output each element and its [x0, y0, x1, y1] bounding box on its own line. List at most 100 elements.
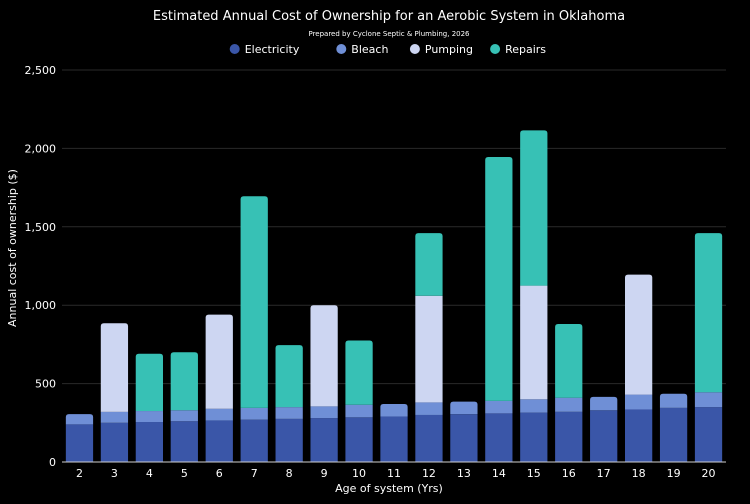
bar-pumping-15 — [520, 285, 548, 400]
bar-bleach-2 — [65, 414, 94, 425]
x-tick-label: 19 — [667, 467, 681, 480]
bar-repairs-4 — [135, 353, 163, 412]
bar-repairs-10 — [345, 340, 373, 405]
bar-electricity-14 — [485, 413, 513, 462]
x-tick-label: 18 — [632, 467, 646, 480]
bar-electricity-11 — [380, 416, 408, 462]
bar-electricity-12 — [415, 414, 443, 462]
grid-lines — [62, 69, 726, 385]
bars — [65, 130, 723, 462]
x-tick-label: 9 — [321, 467, 328, 480]
bar-bleach-18 — [625, 394, 653, 410]
bar-bleach-14 — [485, 400, 513, 414]
bar-repairs-16 — [555, 324, 583, 398]
bar-pumping-6 — [205, 314, 233, 409]
x-tick-label: 20 — [702, 467, 716, 480]
x-tick-label: 11 — [387, 467, 401, 480]
y-tick-label: 1,500 — [25, 221, 57, 234]
bar-repairs-7 — [240, 196, 268, 408]
x-tick-label: 16 — [562, 467, 576, 480]
chart-subtitle: Prepared by Cyclone Septic & Plumbing, 2… — [308, 30, 470, 38]
x-tick-label: 13 — [457, 467, 471, 480]
x-tick-label: 4 — [146, 467, 153, 480]
bar-electricity-17 — [590, 410, 618, 462]
bar-electricity-3 — [100, 422, 129, 462]
bar-electricity-9 — [310, 418, 338, 462]
bar-electricity-5 — [170, 421, 198, 462]
bar-bleach-10 — [345, 404, 373, 418]
bar-electricity-15 — [520, 412, 548, 462]
bar-bleach-19 — [659, 393, 688, 408]
bar-bleach-11 — [380, 403, 408, 417]
bar-repairs-8 — [275, 345, 303, 408]
x-tick-label: 14 — [492, 467, 506, 480]
legend-swatch — [336, 44, 347, 54]
bar-bleach-6 — [205, 408, 233, 421]
x-axis-label: Age of system (Yrs) — [335, 482, 443, 495]
y-tick-label: 0 — [49, 456, 56, 469]
bar-bleach-5 — [170, 410, 198, 422]
x-tick-label: 10 — [352, 467, 366, 480]
bar-bleach-4 — [135, 411, 163, 423]
bar-electricity-6 — [205, 420, 233, 462]
bar-bleach-15 — [520, 399, 548, 413]
bar-pumping-12 — [415, 295, 443, 403]
x-tick-label: 12 — [422, 467, 436, 480]
bar-bleach-13 — [450, 401, 478, 415]
bar-bleach-8 — [275, 407, 303, 419]
bar-electricity-8 — [275, 418, 303, 462]
legend-label: Bleach — [351, 43, 388, 56]
bar-electricity-18 — [625, 409, 653, 462]
bar-electricity-16 — [555, 411, 583, 462]
legend-item-pumping: Pumping — [409, 43, 473, 56]
bar-repairs-20 — [694, 233, 723, 393]
bar-repairs-5 — [170, 352, 198, 411]
bar-electricity-10 — [345, 417, 373, 462]
bar-electricity-7 — [240, 419, 268, 462]
legend-label: Electricity — [245, 43, 300, 56]
bar-bleach-12 — [415, 402, 443, 415]
x-tick-label: 6 — [216, 467, 223, 480]
x-tick-label: 2 — [76, 467, 83, 480]
legend-swatch — [409, 44, 420, 54]
bar-repairs-15 — [520, 130, 548, 286]
bar-electricity-20 — [694, 407, 723, 462]
bar-electricity-4 — [135, 422, 163, 462]
x-tick-label: 7 — [251, 467, 258, 480]
bar-electricity-19 — [659, 407, 688, 462]
chart-title: Estimated Annual Cost of Ownership for a… — [153, 9, 625, 24]
bar-pumping-3 — [100, 323, 129, 412]
x-tick-label: 5 — [181, 467, 188, 480]
y-tick-label: 1,000 — [25, 299, 57, 312]
bar-repairs-14 — [485, 157, 513, 401]
legend-label: Pumping — [425, 43, 473, 56]
legend-swatch — [490, 44, 501, 54]
x-tick-label: 3 — [111, 467, 118, 480]
x-tick-label: 15 — [527, 467, 541, 480]
legend-item-electricity: Electricity — [229, 43, 300, 56]
bar-bleach-9 — [310, 406, 338, 419]
bar-electricity-13 — [450, 414, 478, 462]
y-tick-label: 500 — [35, 378, 56, 391]
bar-repairs-12 — [415, 233, 443, 296]
bar-bleach-7 — [240, 407, 268, 420]
bar-pumping-9 — [310, 305, 338, 407]
legend-item-bleach: Bleach — [336, 43, 388, 56]
legend-swatch — [229, 44, 240, 54]
x-tick-label: 8 — [286, 467, 293, 480]
legend-label: Repairs — [505, 43, 546, 56]
legend: Electricity Bleach Pumping Repairs — [229, 43, 546, 56]
bar-bleach-17 — [590, 396, 618, 411]
axes: 0 500 1,000 1,500 2,000 2,500 2 3 4 5 6 7 8 9 10 11 12 13… — [25, 64, 726, 480]
y-tick-label: 2,000 — [25, 142, 57, 155]
x-tick-label: 17 — [597, 467, 611, 480]
legend-item-repairs: Repairs — [490, 43, 546, 56]
y-axis-label: Annual cost of ownership ($) — [6, 169, 19, 327]
bar-bleach-20 — [694, 392, 723, 408]
y-tick-label: 2,500 — [25, 64, 57, 77]
bar-bleach-16 — [555, 397, 583, 412]
bar-bleach-3 — [100, 411, 129, 423]
bar-electricity-2 — [65, 424, 94, 462]
